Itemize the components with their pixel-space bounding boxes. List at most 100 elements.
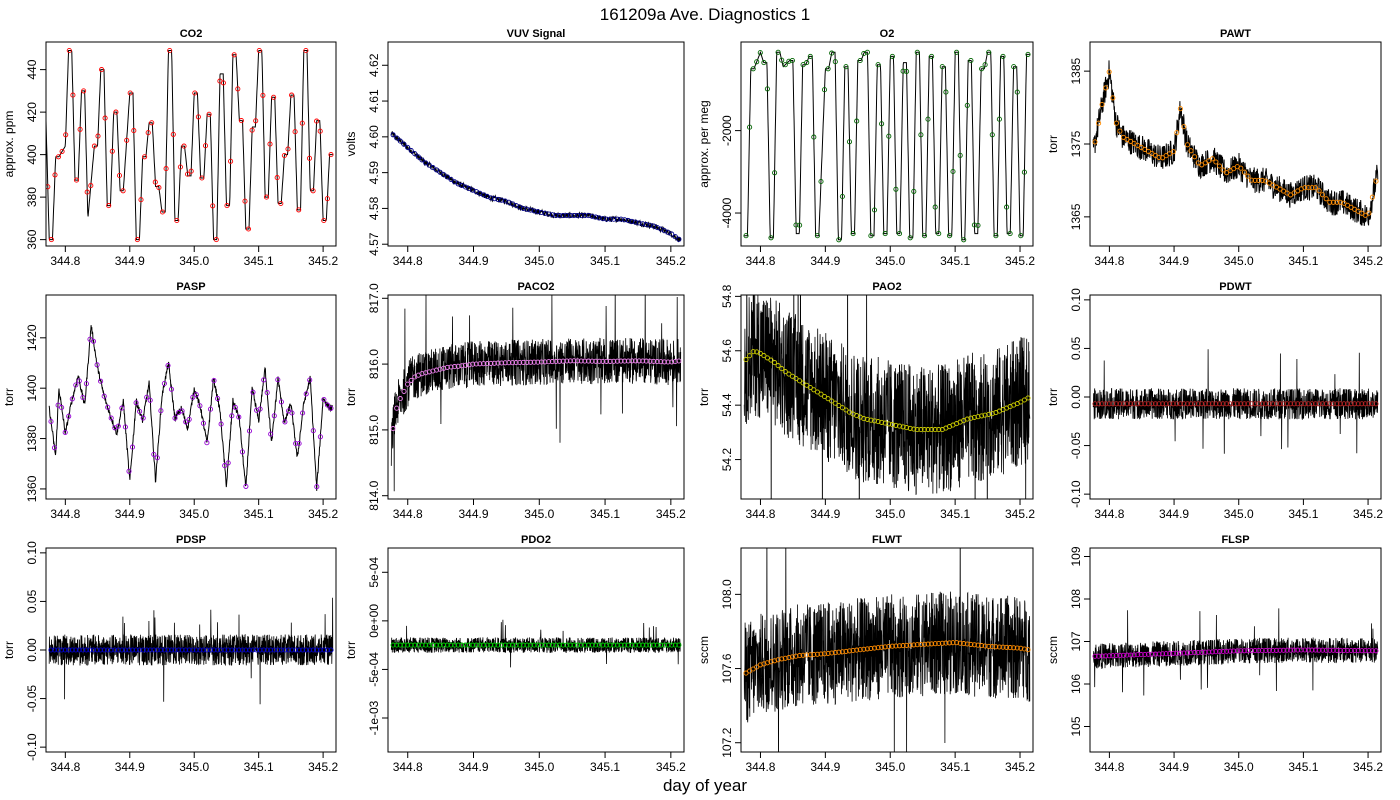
data-point-flsp — [1163, 651, 1169, 657]
data-point-co2 — [245, 226, 252, 232]
y-tick-label: 5e-04 — [367, 557, 381, 588]
data-point-pdwt — [1220, 401, 1226, 407]
data-point-o2 — [839, 193, 845, 200]
data-point-flsp — [1224, 648, 1230, 654]
data-point-o2 — [943, 89, 949, 95]
data-point-flsp — [1256, 648, 1262, 654]
data-point-o2 — [882, 231, 888, 237]
data-point-vuv — [564, 213, 570, 219]
data-point-pdo2 — [426, 642, 432, 648]
data-point-flsp — [1117, 652, 1123, 658]
data-point-pdwt — [1273, 401, 1279, 407]
data-point-pasp — [66, 413, 72, 419]
data-point-pawt — [1316, 188, 1322, 194]
data-point-pasp — [324, 402, 331, 408]
data-point-pdsp — [98, 647, 104, 653]
data-point-vuv — [452, 179, 458, 185]
data-point-pdo2 — [452, 642, 458, 648]
data-point-co2 — [159, 209, 166, 215]
data-point-pdsp — [176, 647, 182, 653]
data-point-pasp — [193, 392, 199, 398]
data-point-o2 — [761, 60, 767, 66]
data-point-flwt — [871, 645, 878, 651]
data-point-pdwt — [1245, 401, 1251, 407]
data-point-flsp — [1149, 651, 1155, 657]
plot-area-flsp — [1092, 608, 1379, 696]
data-point-co2 — [206, 111, 212, 117]
data-point-co2 — [174, 217, 180, 224]
data-point-paco2 — [567, 358, 573, 364]
data-point-paco2 — [405, 381, 411, 387]
data-point-pdo2 — [509, 642, 516, 648]
data-point-flsp — [1227, 648, 1233, 654]
x-tick-label: 345.0 — [1224, 760, 1254, 774]
plot-area-pao2 — [743, 295, 1031, 499]
data-point-o2 — [747, 124, 753, 130]
x-tick-label: 344.9 — [1159, 254, 1189, 268]
data-point-pdsp — [275, 647, 281, 653]
data-point-vuv — [632, 219, 639, 225]
data-point-pawt — [1117, 128, 1123, 134]
data-point-flsp — [1366, 648, 1372, 654]
data-point-flsp — [1135, 652, 1141, 658]
data-point-pdo2 — [448, 642, 454, 648]
data-point-pdwt — [1330, 401, 1336, 407]
x-tick-label: 345.1 — [940, 254, 970, 268]
data-point-paco2 — [618, 358, 624, 364]
data-point-co2 — [303, 47, 309, 54]
data-point-co2 — [242, 198, 248, 204]
data-point-pdo2 — [524, 642, 530, 648]
series-line-paco2 — [390, 295, 682, 492]
data-point-flsp — [1288, 647, 1294, 653]
data-point-flwt — [846, 648, 853, 654]
data-point-pao2 — [893, 422, 899, 428]
data-point-pdsp — [59, 647, 65, 653]
data-point-pdo2 — [643, 642, 649, 648]
data-point-flsp — [1238, 648, 1244, 654]
data-point-paco2 — [611, 358, 617, 364]
data-point-paco2 — [614, 358, 620, 364]
data-point-pawt — [1327, 199, 1333, 205]
data-point-pao2 — [904, 425, 910, 431]
data-point-pdsp — [90, 647, 97, 653]
data-point-co2 — [249, 127, 255, 133]
data-point-pdo2 — [647, 642, 653, 648]
data-point-flsp — [1348, 647, 1354, 654]
data-point-flsp — [1216, 649, 1223, 655]
y-tick-label: 0.10 — [25, 541, 39, 565]
data-point-flsp — [1234, 648, 1240, 654]
data-point-o2 — [743, 233, 749, 239]
data-point-flsp — [1142, 651, 1148, 658]
data-point-pdo2 — [538, 642, 544, 648]
y-tick-label: 54.8 — [720, 284, 734, 308]
data-point-paco2 — [553, 358, 559, 365]
data-point-pawt — [1305, 185, 1311, 191]
data-point-flwt — [918, 641, 924, 648]
data-point-co2 — [271, 94, 277, 100]
data-point-pawt — [1209, 156, 1215, 162]
data-point-flsp — [1231, 648, 1237, 654]
data-point-vuv — [546, 211, 552, 217]
panel-pdwt: PDWT 344.8 344.9 345.0 345.1 345.2 -0.10 -0.05 0… — [1046, 281, 1383, 521]
data-point-vuv — [672, 234, 678, 240]
data-point-pasp — [200, 420, 206, 426]
data-point-pdsp — [66, 647, 72, 653]
data-point-flwt — [825, 650, 831, 656]
data-point-flsp — [1209, 649, 1215, 655]
data-point-pasp — [144, 394, 150, 400]
y-tick-label: 1400 — [25, 375, 39, 402]
data-point-pdo2 — [390, 642, 396, 648]
data-point-pao2 — [914, 427, 920, 433]
data-point-pasp — [225, 460, 231, 466]
y-axis-label-pasp: torr — [2, 388, 16, 406]
data-point-flsp — [1362, 648, 1368, 654]
y-tick-label: 380 — [25, 187, 39, 207]
data-point-pao2 — [896, 423, 903, 429]
data-point-pdwt — [1152, 401, 1159, 407]
data-point-paco2 — [625, 358, 631, 364]
data-point-paco2 — [542, 359, 548, 365]
data-point-flsp — [1096, 653, 1102, 659]
data-point-flwt — [971, 642, 977, 648]
data-point-co2 — [70, 92, 76, 98]
data-point-pasp — [222, 463, 228, 469]
